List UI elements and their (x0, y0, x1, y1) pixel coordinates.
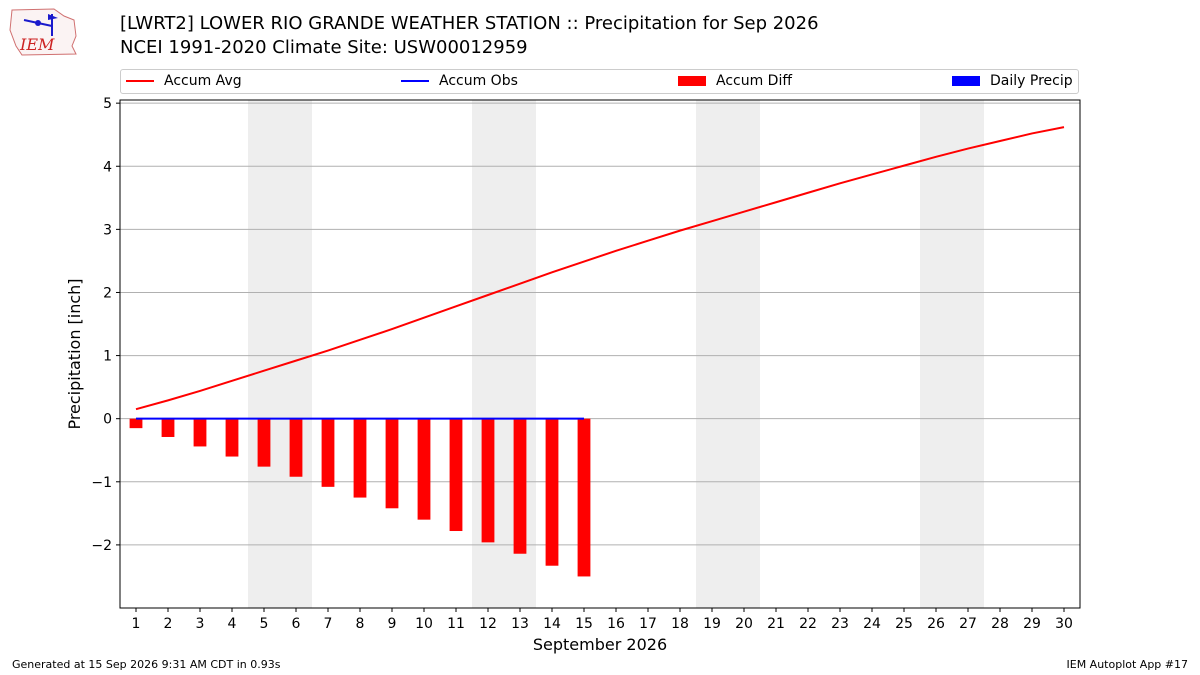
x-tick-label: 25 (895, 616, 913, 632)
plot-frame (119, 99, 1081, 609)
x-tick-label: 23 (831, 616, 849, 632)
footer-generated: Generated at 15 Sep 2026 9:31 AM CDT in … (12, 658, 281, 671)
svg-text:IEM: IEM (19, 35, 55, 54)
legend-label: Accum Obs (439, 73, 518, 89)
x-tick-label: 7 (324, 616, 333, 632)
chart-title: [LWRT2] LOWER RIO GRANDE WEATHER STATION… (120, 13, 819, 34)
accum-diff-bar (225, 418, 239, 457)
x-tick-label: 12 (479, 616, 497, 632)
y-tick-label: 0 (103, 412, 112, 428)
accum-diff-bar (321, 418, 335, 487)
accum-diff-bar (353, 418, 367, 498)
accum-diff-bar (289, 418, 303, 477)
x-tick-label: 24 (863, 616, 881, 632)
x-tick-label: 2 (164, 616, 173, 632)
x-tick-label: 10 (415, 616, 433, 632)
x-tick-label: 19 (703, 616, 721, 632)
legend-item-daily-precip: Daily Precip (952, 73, 1073, 89)
x-tick-label: 6 (292, 616, 301, 632)
accum-diff-bar (513, 418, 527, 554)
accum-diff-bar (385, 418, 399, 509)
x-tick-label: 1 (132, 616, 141, 632)
accum-diff-bar (129, 418, 143, 429)
x-tick-label: 17 (639, 616, 657, 632)
y-tick-label: 5 (103, 96, 112, 112)
accum-diff-bar (481, 418, 495, 543)
x-tick-label: 20 (735, 616, 753, 632)
accum-diff-bar (193, 418, 207, 447)
legend-swatch (401, 80, 429, 82)
y-tick-label: −2 (91, 538, 112, 554)
x-tick-label: 27 (959, 616, 977, 632)
x-tick-label: 14 (543, 616, 561, 632)
x-tick-label: 30 (1055, 616, 1073, 632)
x-tick-label: 3 (196, 616, 205, 632)
weekend-band (952, 100, 984, 608)
x-tick-label: 26 (927, 616, 945, 632)
x-tick-label: 5 (260, 616, 269, 632)
x-tick-label: 16 (607, 616, 625, 632)
y-tick-label: 2 (103, 285, 112, 301)
accum-diff-bar (449, 418, 463, 532)
x-tick-label: 22 (799, 616, 817, 632)
footer-app-id: IEM Autoplot App #17 (1066, 658, 1189, 671)
x-tick-label: 21 (767, 616, 785, 632)
legend-label: Accum Diff (716, 73, 793, 89)
weekend-band (728, 100, 760, 608)
chart-subtitle: NCEI 1991-2020 Climate Site: USW00012959 (120, 37, 528, 58)
x-tick-label: 29 (1023, 616, 1041, 632)
legend-swatch (678, 76, 706, 86)
legend-label: Accum Avg (164, 73, 242, 89)
y-tick-label: 1 (103, 349, 112, 365)
legend-item-accum-obs: Accum Obs (401, 73, 518, 89)
accum-diff-bar (577, 418, 591, 577)
weekend-band (696, 100, 728, 608)
accum-diff-bar (161, 418, 175, 437)
weekend-band (248, 100, 280, 608)
y-tick-label: 4 (103, 159, 112, 175)
accum-diff-bar (545, 418, 559, 566)
accum-diff-bar (257, 418, 271, 467)
legend-swatch (126, 80, 154, 82)
weekend-band (280, 100, 312, 608)
x-tick-label: 11 (447, 616, 465, 632)
x-tick-label: 8 (356, 616, 365, 632)
accum-diff-bar (417, 418, 431, 520)
legend-swatch (952, 76, 980, 86)
x-tick-label: 15 (575, 616, 593, 632)
x-tick-label: 4 (228, 616, 237, 632)
accum-avg-line (135, 126, 1065, 411)
iem-logo: IEM (9, 8, 77, 56)
y-axis-label: Precipitation [inch] (65, 278, 84, 429)
x-tick-label: 13 (511, 616, 529, 632)
legend: Accum Avg Accum Obs Accum Diff Daily Pre… (120, 69, 1079, 94)
y-tick-label: 3 (103, 222, 112, 238)
x-tick-label: 9 (388, 616, 397, 632)
x-tick-label: 28 (991, 616, 1009, 632)
y-tick-label: −1 (91, 475, 112, 491)
x-tick-label: 18 (671, 616, 689, 632)
legend-item-accum-avg: Accum Avg (126, 73, 242, 89)
legend-item-accum-diff: Accum Diff (678, 73, 792, 89)
legend-label: Daily Precip (990, 73, 1073, 89)
x-axis-label: September 2026 (533, 635, 667, 654)
weekend-band (920, 100, 952, 608)
